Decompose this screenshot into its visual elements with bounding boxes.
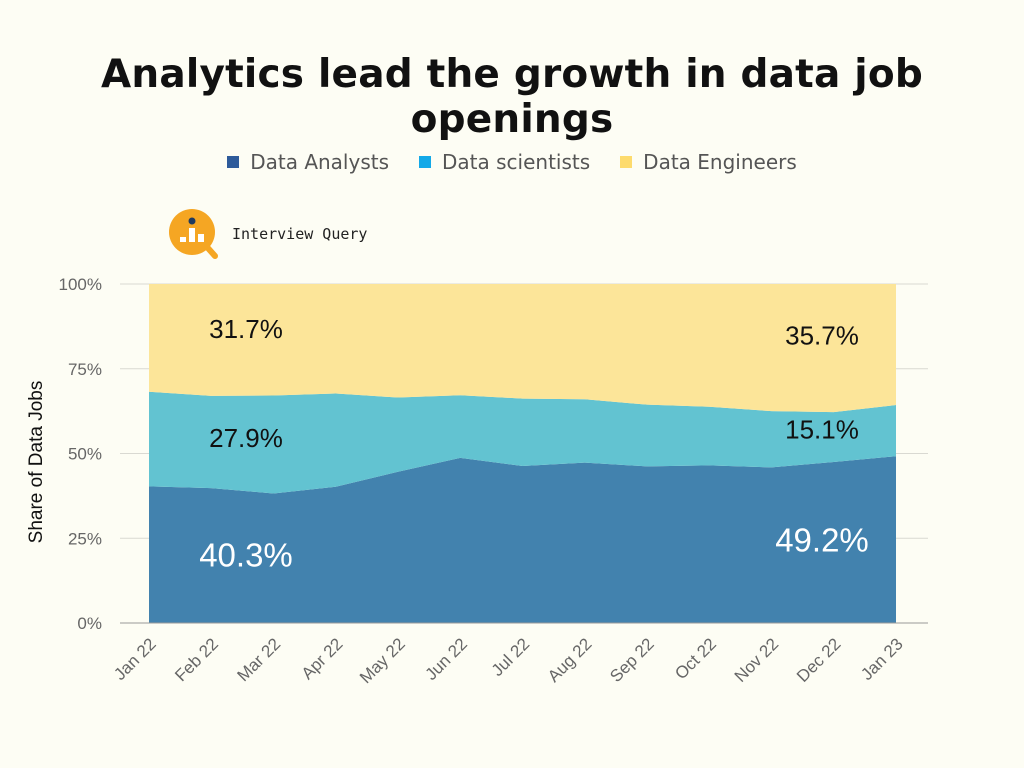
y-tick-label: 100% [59, 275, 102, 294]
area-data-scientists[interactable] [149, 391, 896, 494]
legend-label-data-engineers: Data Engineers [643, 150, 797, 174]
x-tick-label: Nov 22 [731, 634, 783, 686]
y-tick-label: 25% [68, 529, 102, 548]
x-tick-label: Feb 22 [171, 634, 222, 685]
x-tick-label: Jul 22 [488, 634, 534, 680]
chart-legend: Data Analysts Data scientists Data Engin… [0, 150, 1024, 174]
data-label: 40.3% [199, 537, 293, 574]
legend-item-data-analysts[interactable]: Data Analysts [227, 150, 389, 174]
logo-text: Interview Query [232, 225, 368, 243]
y-tick-label: 0% [77, 614, 102, 633]
y-tick-label: 50% [68, 445, 102, 464]
chart-title: Analytics lead the growth in data job op… [101, 52, 923, 142]
x-tick-label: Dec 22 [793, 634, 845, 686]
area-data-analysts[interactable] [149, 456, 896, 623]
x-tick-label: Oct 22 [671, 634, 720, 683]
y-axis-label: Share of Data Jobs [26, 381, 47, 544]
legend-item-data-engineers[interactable]: Data Engineers [620, 150, 797, 174]
area-data-engineers[interactable] [149, 284, 896, 413]
x-tick-label: Apr 22 [298, 634, 347, 683]
legend-label-data-analysts: Data Analysts [250, 150, 390, 174]
data-label: 27.9% [209, 423, 283, 453]
x-tick-label: Jun 22 [422, 634, 472, 684]
y-tick-label: 75% [68, 360, 102, 379]
data-label: 35.7% [785, 321, 859, 351]
x-tick-label: May 22 [356, 634, 409, 687]
legend-item-data-scientists[interactable]: Data scientists [419, 150, 590, 174]
interview-query-logo-icon [169, 209, 218, 259]
legend-swatch-data-engineers [620, 156, 633, 168]
legend-swatch-data-scientists [419, 156, 432, 168]
x-tick-label: Mar 22 [233, 634, 284, 685]
x-tick-label: Aug 22 [544, 634, 596, 686]
area-layer [149, 284, 896, 623]
x-tick-label: Sep 22 [606, 634, 658, 686]
legend-swatch-data-analysts [227, 156, 240, 168]
x-tick-label: Jan 22 [110, 634, 160, 684]
data-label: 15.1% [785, 415, 859, 445]
data-label: 49.2% [775, 522, 869, 559]
legend-label-data-scientists: Data scientists [442, 150, 591, 174]
interview-query-logo: Interview Query [168, 208, 367, 260]
label-layer: 31.7% 27.9% 40.3% 35.7% 15.1% 49.2% [199, 314, 869, 574]
data-label: 31.7% [209, 314, 283, 344]
x-tick-label: Jan 23 [857, 634, 907, 684]
